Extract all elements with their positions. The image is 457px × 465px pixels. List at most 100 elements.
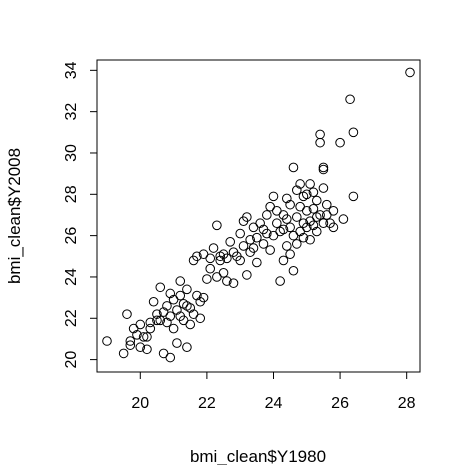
- data-point: [285, 222, 295, 233]
- data-point: [275, 276, 285, 286]
- data-point: [162, 317, 172, 328]
- data-point: [192, 290, 202, 301]
- data-point: [102, 336, 112, 346]
- data-point: [122, 309, 132, 319]
- data-point: [301, 206, 312, 216]
- data-point: [202, 274, 212, 284]
- data-point: [172, 338, 182, 348]
- data-point: [215, 255, 226, 266]
- data-point: [135, 319, 146, 330]
- data-point: [291, 212, 302, 222]
- x-tick-label: 24: [265, 395, 283, 412]
- data-point: [282, 214, 292, 224]
- data-point: [182, 342, 192, 353]
- data-point: [262, 210, 272, 220]
- data-point: [195, 313, 206, 324]
- data-point: [405, 67, 415, 78]
- data-point: [305, 179, 315, 189]
- data-point: [311, 226, 322, 237]
- data-point: [172, 305, 182, 315]
- data-point: [218, 268, 229, 278]
- data-point: [301, 222, 312, 233]
- data-point: [318, 218, 329, 229]
- data-point: [205, 253, 216, 264]
- data-point: [182, 284, 192, 295]
- data-point: [125, 336, 136, 346]
- data-point: [248, 243, 259, 253]
- data-point: [225, 237, 235, 247]
- data-point: [222, 253, 232, 264]
- data-point: [165, 352, 176, 363]
- data-point: [245, 234, 255, 245]
- x-tick-label: 26: [331, 395, 349, 412]
- y-axis: 20 22 24 26 28 30 32 34: [63, 61, 98, 369]
- data-point: [212, 220, 222, 231]
- y-tick-label: 22: [63, 309, 80, 327]
- points-layer: [102, 67, 415, 363]
- data-point: [288, 162, 299, 173]
- data-point: [318, 183, 329, 193]
- data-point: [321, 210, 332, 220]
- data-point: [348, 191, 359, 202]
- data-point: [252, 257, 262, 268]
- data-point: [125, 340, 136, 350]
- data-point: [305, 234, 315, 245]
- data-point: [295, 179, 305, 189]
- data-point: [142, 344, 152, 355]
- data-point: [235, 228, 245, 239]
- data-point: [285, 249, 295, 260]
- data-point: [338, 214, 349, 224]
- data-point: [145, 317, 156, 328]
- data-point: [282, 241, 292, 251]
- data-point: [311, 195, 322, 206]
- data-point: [315, 137, 325, 148]
- data-point: [288, 265, 299, 276]
- data-point: [278, 255, 289, 266]
- data-point: [308, 187, 319, 198]
- data-point: [282, 193, 292, 204]
- data-point: [265, 245, 275, 255]
- data-point: [272, 218, 282, 229]
- data-point: [315, 210, 325, 220]
- y-tick-label: 32: [63, 103, 80, 121]
- data-point: [291, 185, 302, 195]
- data-point: [308, 203, 319, 214]
- y-tick-label: 24: [63, 268, 80, 286]
- y-tick-label: 34: [63, 61, 80, 79]
- x-axis: 20 22 24 26 28: [131, 371, 416, 412]
- data-point: [165, 311, 176, 322]
- data-point: [242, 270, 252, 280]
- data-point: [258, 239, 269, 249]
- data-point: [175, 290, 186, 301]
- data-point: [192, 251, 202, 262]
- data-point: [328, 222, 339, 233]
- data-point: [301, 189, 312, 200]
- data-point: [335, 137, 345, 148]
- data-point: [198, 292, 209, 303]
- data-point: [155, 315, 166, 326]
- data-point: [148, 296, 159, 307]
- data-point: [255, 218, 265, 229]
- x-tick-label: 22: [198, 395, 216, 412]
- data-point: [252, 232, 262, 243]
- data-point: [138, 332, 149, 342]
- data-point: [238, 241, 249, 251]
- data-point: [152, 309, 162, 319]
- data-point: [228, 278, 239, 288]
- data-point: [175, 276, 186, 286]
- data-point: [291, 239, 302, 249]
- data-point: [262, 228, 272, 239]
- data-point: [285, 199, 295, 210]
- x-tick-label: 20: [131, 395, 149, 412]
- data-point: [298, 232, 309, 243]
- x-tick-label: 28: [398, 395, 416, 412]
- data-point: [142, 332, 152, 342]
- x-axis-title: bmi_clean$Y1980: [190, 447, 326, 465]
- data-point: [118, 348, 129, 359]
- data-point: [135, 342, 146, 353]
- y-axis-title: bmi_clean$Y2008: [5, 148, 24, 284]
- data-point: [145, 323, 156, 334]
- data-point: [155, 282, 166, 293]
- data-point: [168, 323, 179, 334]
